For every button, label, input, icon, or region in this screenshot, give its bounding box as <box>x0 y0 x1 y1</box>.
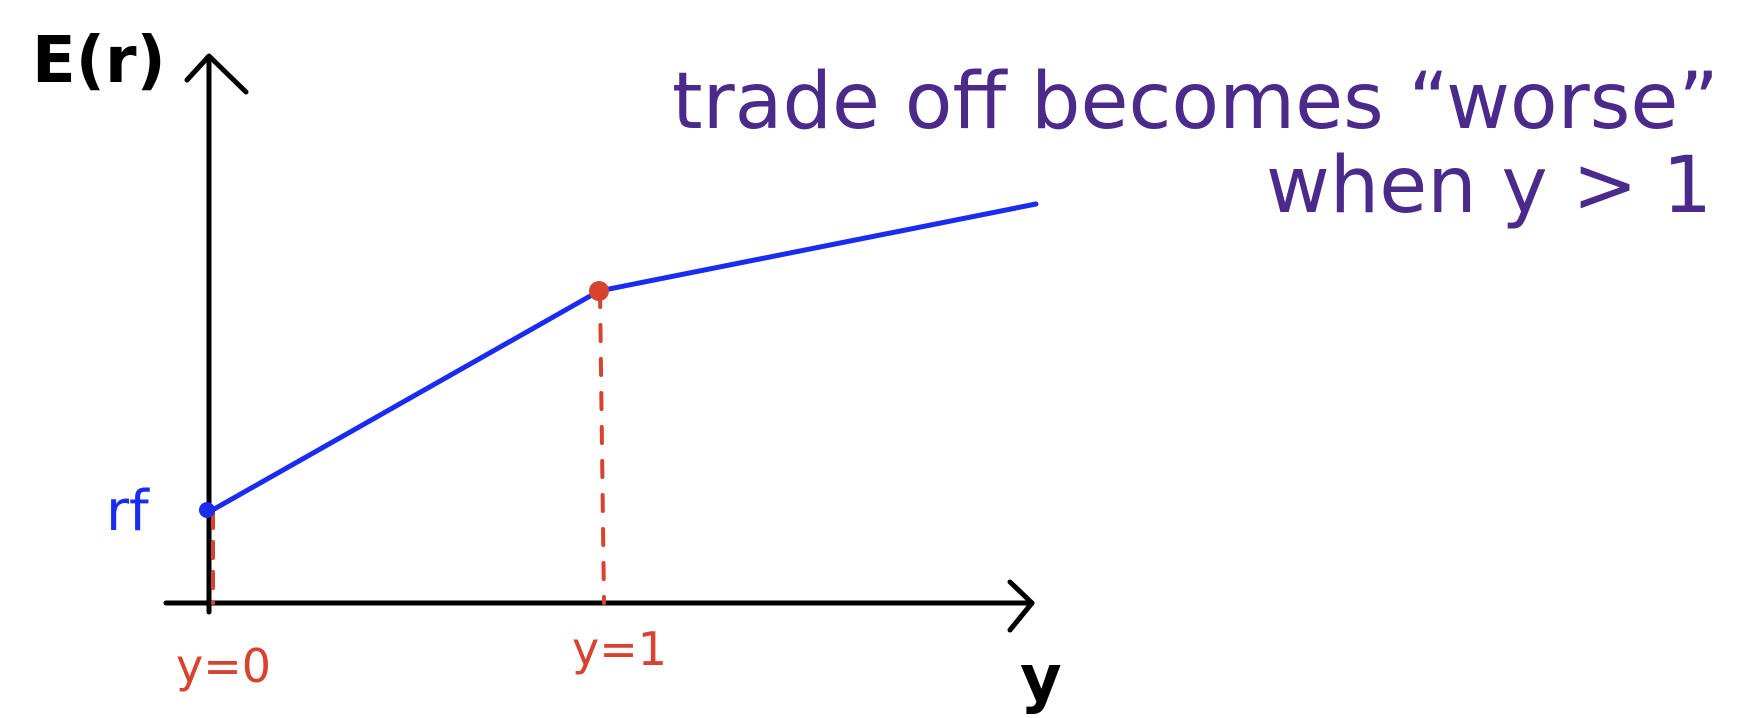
risk-free-label: rf <box>106 479 150 544</box>
x-axis-label: y <box>1020 642 1062 716</box>
dashed-guide-y1 <box>598 289 606 605</box>
capital-allocation-line <box>206 201 1039 515</box>
annotation-line-2: when y > 1 <box>1266 141 1712 231</box>
y-axis <box>184 53 249 615</box>
tick-label-y1: y=1 <box>572 622 667 676</box>
y-axis-label: E(r) <box>32 24 166 98</box>
risk-free-point <box>199 502 215 518</box>
tick-label-y0: y=0 <box>176 639 271 693</box>
annotation-line-1: trade off becomes “worse” <box>672 57 1719 147</box>
x-axis <box>163 579 1035 633</box>
full-investment-point <box>589 281 609 301</box>
